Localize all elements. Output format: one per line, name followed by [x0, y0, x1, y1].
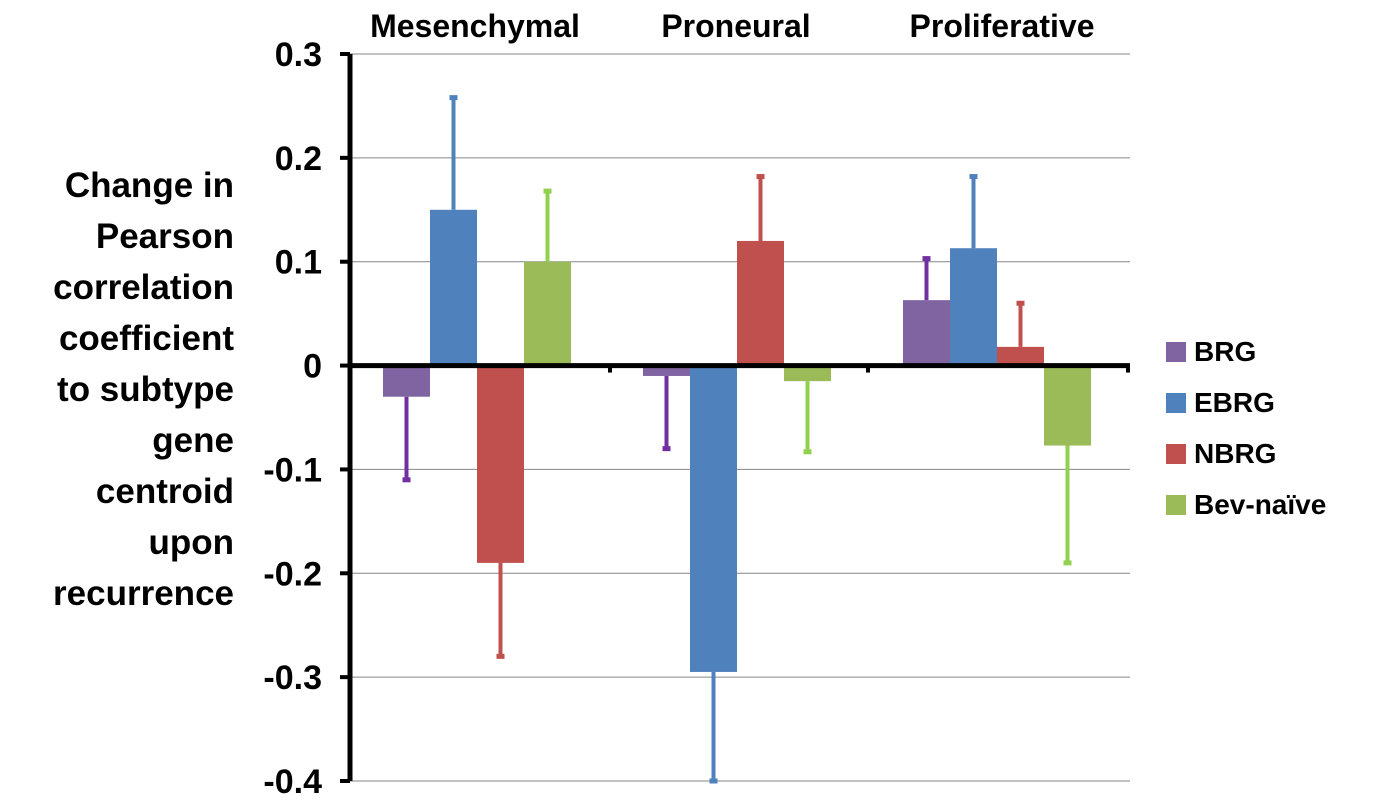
legend: BRG EBRG NBRG Bev-naïve: [1166, 326, 1326, 530]
y-axis-label: Change in Pearson correlation coefficien…: [0, 160, 234, 619]
y-tick-labels: 0.3 0.2 0.1 0 -0.1 -0.2 -0.3 -0.4: [263, 36, 322, 800]
legend-label-nbrg: NBRG: [1194, 437, 1277, 469]
y-axis-label-line: centroid: [95, 472, 234, 511]
legend-item-bev-naive: Bev-naïve: [1166, 479, 1326, 530]
category-label-mesenchymal: Mesenchymal: [370, 8, 580, 44]
legend-label-brg: BRG: [1194, 335, 1257, 367]
legend-label-bev-naive: Bev-naïve: [1194, 488, 1327, 520]
y-axis-label-line: Pearson: [95, 217, 234, 256]
error-bars: [402, 95, 1072, 784]
y-tick-label: 0.3: [275, 36, 322, 74]
category-label-proneural: Proneural: [661, 8, 810, 44]
category-label-proliferative: Proliferative: [910, 8, 1095, 44]
y-axis-label-line: recurrence: [53, 574, 234, 613]
bar-brg-proneural: [643, 365, 690, 376]
y-axis-label-line: to subtype: [57, 370, 234, 409]
bar-bev-na-ve-proliferative: [1044, 365, 1091, 446]
legend-swatch-ebrg: [1166, 392, 1186, 413]
legend-swatch-brg: [1166, 341, 1186, 362]
bar-nbrg-proneural: [737, 240, 784, 366]
y-tick-label: -0.1: [263, 451, 322, 489]
y-tick-label: -0.4: [263, 763, 322, 800]
bars: [383, 209, 1091, 672]
legend-swatch-nbrg: [1166, 443, 1186, 464]
legend-swatch-bev-naive: [1166, 494, 1186, 515]
axes: [340, 52, 1130, 783]
y-tick-label: 0.1: [275, 244, 322, 282]
y-tick-label: 0: [303, 348, 322, 386]
y-axis-label-line: Change in: [64, 166, 234, 205]
bar-ebrg-proneural: [690, 365, 737, 672]
bar-bev-na-ve-proneural: [784, 365, 831, 382]
bar-bev-na-ve-mesenchymal: [524, 261, 571, 366]
bar-nbrg-proliferative: [997, 346, 1044, 366]
bar-brg-mesenchymal: [383, 365, 430, 397]
legend-item-ebrg: EBRG: [1166, 377, 1326, 428]
legend-label-ebrg: EBRG: [1194, 386, 1275, 418]
bar-brg-proliferative: [903, 300, 950, 366]
y-tick-label: -0.2: [263, 555, 322, 593]
gridlines: [350, 53, 1130, 782]
legend-item-nbrg: NBRG: [1166, 428, 1326, 479]
y-tick-label: -0.3: [263, 659, 322, 697]
legend-item-brg: BRG: [1166, 326, 1326, 377]
y-axis-label-line: upon: [148, 523, 234, 562]
y-axis-label-line: correlation: [53, 268, 234, 307]
bar-nbrg-mesenchymal: [477, 365, 524, 563]
y-axis-label-line: gene: [152, 421, 234, 460]
bar-ebrg-mesenchymal: [430, 209, 477, 366]
category-labels: Mesenchymal Proneural Proliferative: [370, 8, 1094, 44]
bar-ebrg-proliferative: [950, 248, 997, 366]
y-tick-label: 0.2: [275, 140, 322, 178]
y-axis-label-line: coefficient: [58, 319, 234, 358]
